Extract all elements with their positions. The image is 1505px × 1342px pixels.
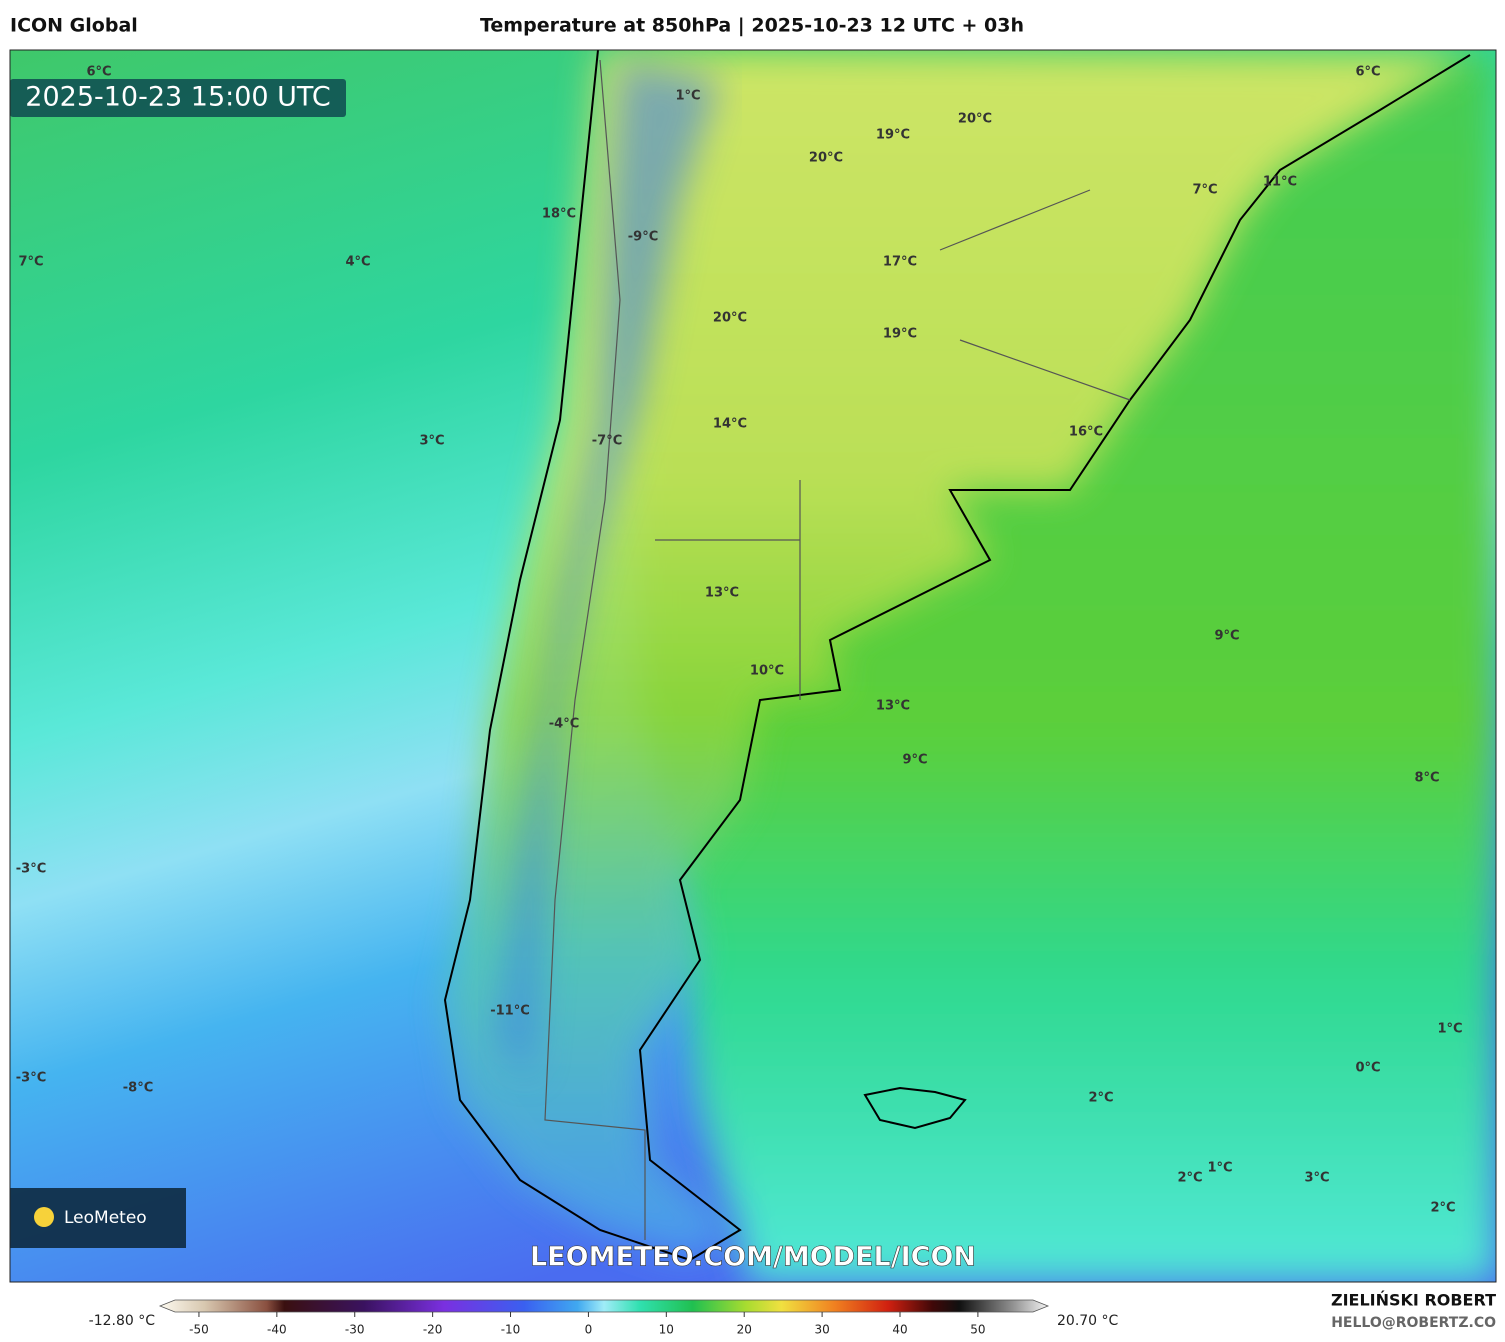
temperature-label: -9°C (628, 230, 658, 245)
temperature-label: 3°C (419, 434, 444, 449)
temperature-label: 0°C (1355, 1061, 1380, 1076)
map: 6°C 1°C 19°C 20°C 6°C 20°C 7°C 11°C 18°C -9°C 7°C 4… (10, 50, 1496, 1282)
temperature-label: 13°C (705, 586, 739, 601)
colorbar-tick-label: 20 (737, 1323, 752, 1337)
temperature-label: 17°C (883, 255, 917, 270)
temperature-label: -11°C (490, 1004, 530, 1019)
temperature-label: 11°C (1263, 175, 1297, 190)
map-frame (9, 49, 1497, 1283)
temperature-label: 1°C (1207, 1161, 1232, 1176)
temperature-label: 10°C (750, 664, 784, 679)
colorbar-tick-label: -40 (267, 1323, 287, 1337)
temperature-label: 6°C (86, 65, 111, 80)
temperature-label: 7°C (1192, 183, 1217, 198)
temperature-label: 1°C (1437, 1022, 1462, 1037)
colorbar-tick-label: 0 (585, 1323, 593, 1337)
colorbar-min: -12.80 °C (89, 1313, 156, 1329)
colorbar-tick-label: 50 (970, 1323, 985, 1337)
temperature-label: 1°C (675, 89, 700, 104)
colorbar-max: 20.70 °C (1057, 1313, 1119, 1329)
temperature-label: 20°C (713, 311, 747, 326)
temperature-labels: 6°C 1°C 19°C 20°C 6°C 20°C 7°C 11°C 18°C -9°C 7°C 4… (16, 65, 1463, 1216)
colorbar-tick-label: 30 (814, 1323, 829, 1337)
author: ZIELIŃSKI ROBERT (1331, 1291, 1496, 1310)
temperature-label: 8°C (1414, 771, 1439, 786)
temperature-label: 13°C (876, 699, 910, 714)
logo-sun (34, 1207, 54, 1227)
colorbar-tick-label: -50 (189, 1323, 209, 1337)
temperature-label: 6°C (1355, 65, 1380, 80)
watermark: LEOMETEO.COM/MODEL/ICON (530, 1242, 976, 1273)
temperature-label: -3°C (16, 1071, 46, 1086)
temperature-label: 2°C (1430, 1201, 1455, 1216)
temperature-label: 2°C (1088, 1091, 1113, 1106)
temperature-label: -4°C (549, 717, 579, 732)
temperature-label: 19°C (883, 327, 917, 342)
timestamp: 2025-10-23 15:00 UTC (25, 82, 330, 113)
temperature-label: 14°C (713, 417, 747, 432)
email: HELLO@ROBERTZ.CO (1331, 1315, 1496, 1331)
temperature-label: 16°C (1069, 425, 1103, 440)
temperature-label: -7°C (592, 434, 622, 449)
temperature-label: -8°C (123, 1081, 153, 1096)
temperature-label: -3°C (16, 862, 46, 877)
colorbar-tick-label: 40 (892, 1323, 907, 1337)
title: Temperature at 850hPa | 2025-10-23 12 UT… (480, 15, 1024, 37)
temperature-label: 9°C (1214, 629, 1239, 644)
temperature-label: 20°C (809, 151, 843, 166)
temperature-label: 19°C (876, 128, 910, 143)
colorbar: -12.80 °C 20.70 °C -50 -40 -30 -20 -10 0 10 20 3… (89, 1299, 1119, 1337)
temperature-label: 18°C (542, 207, 576, 222)
timestamp-box (10, 79, 346, 117)
temperature-label: 3°C (1304, 1171, 1329, 1186)
temperature-label: 9°C (902, 753, 927, 768)
colorbar-tick-label: -10 (501, 1323, 521, 1337)
logo: LeoMeteo (64, 1208, 147, 1228)
colorbar-tick-label: -20 (423, 1323, 443, 1337)
model-name: ICON Global (10, 15, 138, 37)
colorbar-tick-label: 10 (659, 1323, 674, 1337)
temperature-label: 7°C (18, 255, 43, 270)
colorbar-scale (158, 1299, 1050, 1313)
temperature-label: 20°C (958, 112, 992, 127)
temperature-label: 2°C (1177, 1171, 1202, 1186)
colorbar-tick-label: -30 (345, 1323, 365, 1337)
temperature-label: 4°C (345, 255, 370, 270)
